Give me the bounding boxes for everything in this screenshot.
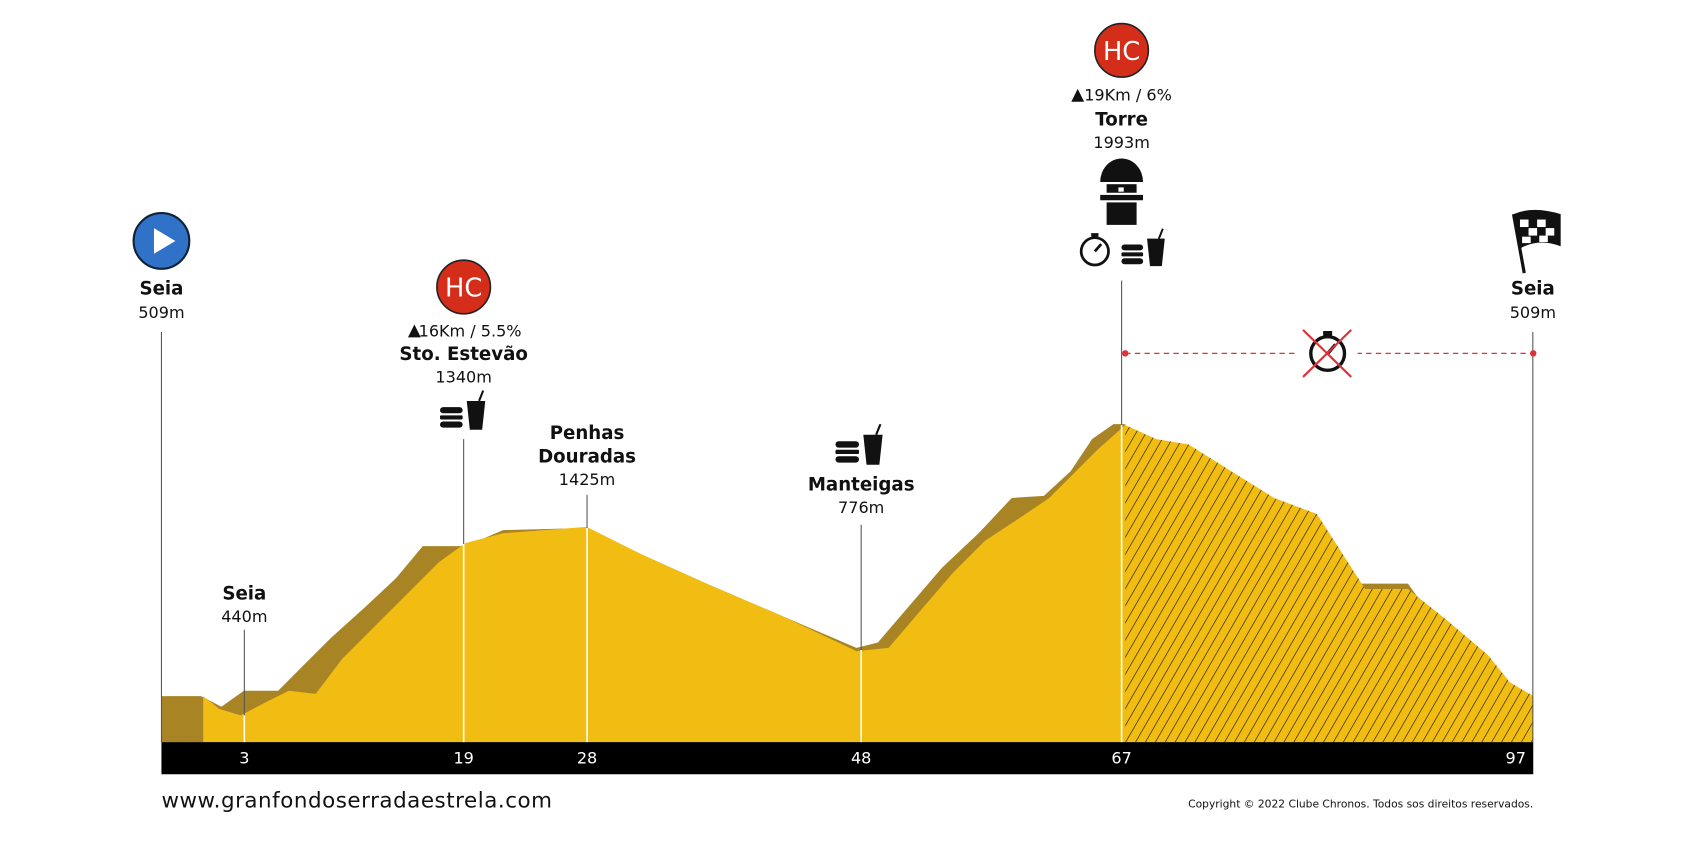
waypoint-name: Manteigas [808,474,915,495]
waypoint-name: Penhas [550,423,625,444]
waypoint-name: Sto. Estevão [399,344,527,365]
waypoint-altitude: 776m [838,498,884,517]
start-altitude: 509m [138,303,184,322]
start-name: Seia [139,278,183,299]
km-label: 3 [239,749,249,768]
untimed-section [1122,323,1537,384]
climb-badge: HC [1103,37,1140,67]
waypoint-name: Torre [1095,109,1148,130]
km-label: 19 [453,749,473,768]
km-label: 97 [1505,749,1525,768]
waypoint: Seia 440m 3 [221,584,267,768]
climb-info: 19Km / 6% [1084,86,1172,105]
waypoint-altitude: 1425m [559,470,615,489]
waypoint: Manteigas 776m 48 [808,424,915,768]
km-axis [161,742,1534,775]
waypoint-altitude: 1993m [1093,133,1149,152]
waypoint-name: Douradas [538,447,636,468]
waypoint: HC 19Km / 6% Torre 1993m 67 [1071,22,1172,768]
waypoint-name: Seia [1511,278,1555,299]
waypoint-altitude: 440m [221,607,267,626]
waypoint-altitude: 1340m [435,367,491,386]
climb-info: 16Km / 5.5% [419,321,522,340]
copyright: Copyright © 2022 Clube Chronos. Todos so… [1188,797,1533,810]
waypoint: Penhas Douradas 1425m 28 [538,423,636,767]
tower-icon [1100,158,1144,225]
finish-hatch [1125,425,1534,743]
climb-badge: HC [445,274,482,304]
km-label: 28 [577,749,597,768]
start: Seia 509m [132,212,191,743]
finish-flag [1511,209,1561,274]
website: www.granfondoserradaestrela.com [161,788,552,813]
waypoint: HC 16Km / 5.5% Sto. Estevão 1340m 19 [399,259,528,768]
waypoint-altitude: 509m [1510,303,1556,322]
km-label: 48 [851,749,871,768]
waypoint-name: Seia [222,584,266,605]
km-label: 67 [1111,749,1131,768]
waypoint: Seia 509m 97 [1505,209,1561,768]
